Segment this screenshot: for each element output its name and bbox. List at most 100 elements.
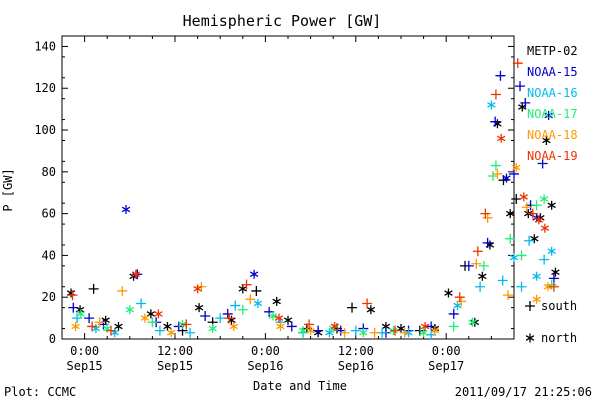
noaa-15-north-point (544, 110, 553, 120)
noaa-18-north-point (229, 321, 238, 331)
noaa-15-south-point (222, 308, 233, 319)
noaa-15-south-point (515, 81, 526, 92)
noaa-17-north-point (539, 194, 549, 204)
x-tick-date-label: Sep15 (157, 359, 193, 373)
noaa-18-south-point (245, 294, 256, 305)
metp-02-north-point (283, 315, 293, 325)
noaa-16-south-point (185, 327, 196, 338)
noaa-19-south-point (181, 319, 192, 330)
marker-key-label: north (541, 331, 577, 345)
x-tick-date-label: Sep16 (247, 359, 283, 373)
noaa-19-south-point (512, 58, 523, 69)
legend: METP-02 NOAA-15 NOAA-16 NOAA-17 NOAA-18 NOAA-… (527, 44, 578, 163)
noaa-17-north-point (102, 324, 112, 334)
metp-02-north-point (114, 321, 123, 331)
noaa-15-south-point (286, 321, 297, 332)
noaa-16-south-point (539, 254, 550, 265)
y-tick-label: 0 (49, 332, 56, 346)
noaa-16-south-point (475, 281, 486, 292)
noaa-18-north-point (306, 326, 315, 336)
noaa-19-south-point (224, 313, 235, 324)
noaa-18-south-point (482, 212, 493, 223)
noaa-17-north-point (419, 328, 428, 338)
y-tick-label: 60 (42, 207, 56, 221)
plot-frame (61, 35, 515, 340)
noaa-19-south-point (105, 325, 116, 336)
noaa-17-south-point (531, 200, 542, 211)
noaa-17-north-point (208, 324, 217, 334)
metp-02-north-point (547, 200, 556, 210)
noaa-19-north-point (534, 215, 544, 225)
noaa-19-south-point (454, 292, 465, 303)
noaa-19-south-point (241, 279, 252, 290)
metp-02-south-point (88, 283, 99, 294)
noaa-16-south-point (497, 275, 508, 286)
noaa-16-north-point (253, 298, 263, 308)
series-noaa-15 (68, 70, 559, 338)
noaa-15-south-point (84, 313, 95, 324)
noaa-15-north-point (502, 173, 511, 183)
noaa-17-south-point (478, 260, 489, 271)
metp-02-south-point (251, 285, 262, 296)
noaa-19-south-point (389, 325, 400, 336)
x-axis-label: Date and Time (253, 379, 347, 393)
noaa-18-north-point (543, 282, 553, 292)
noaa-19-north-point (496, 133, 506, 143)
metp-02-north-point (542, 135, 551, 145)
noaa-19-north-point (519, 192, 529, 202)
noaa-17-south-point (516, 250, 527, 261)
x-axis: 0:00Sep1512:00Sep150:00Sep1612:00Sep160:… (67, 36, 515, 373)
noaa-18-south-point (456, 296, 467, 307)
x-tick-date-label: Sep17 (428, 359, 464, 373)
metp-02-north-point (478, 271, 487, 281)
noaa-16-south-point (230, 300, 241, 311)
legend-entry: METP-02 (527, 44, 578, 58)
legend-entry: NOAA-15 (527, 65, 578, 79)
noaa-18-north-point (140, 313, 150, 323)
noaa-15-south-point (132, 269, 143, 280)
y-axis-label: P [GW] (1, 168, 15, 211)
marker-key-star-icon (525, 333, 535, 343)
noaa-17-south-point (237, 304, 248, 315)
metp-02-north-point (272, 296, 281, 306)
noaa-15-south-point (313, 325, 324, 336)
noaa-19-south-point (362, 298, 373, 309)
metp-02-north-point (506, 209, 515, 219)
footer-credit: Plot: CCMC (4, 385, 76, 399)
marker-key-plus-icon (525, 301, 535, 311)
noaa-19-south-point (548, 281, 559, 292)
y-tick-label: 80 (42, 165, 56, 179)
x-tick-time-label: 0:00 (251, 344, 280, 358)
noaa-18-south-point (94, 317, 105, 328)
y-tick-label: 20 (42, 290, 56, 304)
noaa-16-north-point (110, 328, 119, 338)
metp-02-north-point (146, 309, 156, 319)
noaa-16-south-point (154, 325, 165, 336)
noaa-15-south-point (482, 237, 493, 248)
noaa-15-north-point (121, 204, 131, 214)
noaa-16-north-point (487, 100, 496, 110)
marker-key-label: south (541, 299, 577, 313)
noaa-15-south-point (68, 302, 79, 313)
noaa-17-north-point (298, 326, 308, 336)
noaa-19-north-point (193, 284, 202, 294)
noaa-18-south-point (117, 285, 128, 296)
noaa-16-north-point (532, 271, 541, 281)
metp-02-north-point (396, 324, 406, 334)
noaa-17-north-point (125, 305, 135, 315)
marker-key: south north (525, 299, 577, 345)
x-tick-time-label: 0:00 (432, 344, 461, 358)
noaa-18-north-point (71, 321, 80, 331)
noaa-18-north-point (512, 163, 521, 173)
noaa-19-south-point (527, 208, 538, 219)
series-noaa-18 (71, 163, 553, 338)
noaa-18-south-point (471, 258, 482, 269)
legend-entry: NOAA-16 (527, 86, 578, 100)
x-tick-time-label: 0:00 (70, 344, 99, 358)
noaa-16-south-point (350, 325, 361, 336)
legend-entry: NOAA-18 (527, 128, 578, 142)
noaa-19-south-point (490, 89, 501, 100)
noaa-18-north-point (167, 328, 176, 338)
noaa-18-south-point (502, 290, 513, 301)
